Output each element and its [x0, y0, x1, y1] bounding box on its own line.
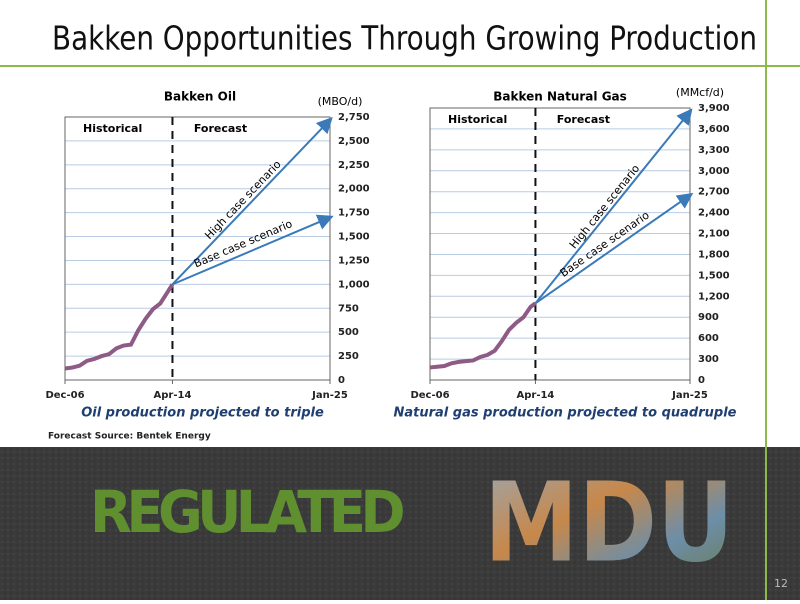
y-tick-label: 1,200 [698, 291, 730, 302]
plot-frame [64, 116, 331, 381]
y-tick-label: 1,500 [338, 232, 370, 243]
plot-frame [429, 107, 691, 381]
y-tick-label: 3,300 [698, 145, 730, 156]
caption: Natural gas production projected to quad… [394, 406, 737, 421]
y-tick-label: 2,750 [338, 112, 370, 123]
y-tick-label: 2,000 [338, 184, 370, 195]
y-tick-label: 3,900 [698, 103, 730, 114]
y-tick-label: 2,250 [338, 160, 370, 171]
footer-band [0, 447, 800, 600]
y-tick-label: 500 [338, 327, 359, 338]
x-tick-label: Jan-25 [671, 390, 708, 401]
y-tick-label: 2,100 [698, 229, 730, 240]
series-line [534, 108, 693, 304]
chart-title: Bakken Natural Gas [493, 90, 627, 104]
forecast-label: Forecast [194, 122, 247, 135]
y-tick-label: 1,000 [338, 279, 370, 290]
source-note: Forecast Source: Bentek Energy [48, 432, 211, 442]
page-number: 12 [774, 577, 788, 590]
banner-text: REGULATED [90, 478, 404, 546]
y-axis-label: (MMcf/d) [676, 86, 724, 99]
y-tick-label: 2,700 [698, 187, 730, 198]
y-tick-label: 1,250 [338, 255, 370, 266]
y-tick-label: 750 [338, 303, 359, 314]
series-line [429, 301, 537, 370]
y-tick-label: 900 [698, 312, 719, 323]
y-tick-label: 3,600 [698, 124, 730, 135]
series-label: Historical [448, 113, 507, 126]
series-label: Historical [83, 122, 142, 135]
forecast-label: Forecast [557, 113, 610, 126]
y-axis-label: (MBO/d) [318, 95, 363, 108]
x-tick-label: Dec-06 [410, 390, 449, 401]
x-tick-label: Apr-14 [516, 390, 554, 401]
y-tick-label: 0 [698, 375, 705, 386]
y-tick-label: 1,500 [698, 270, 730, 281]
y-tick-label: 0 [338, 375, 345, 386]
x-tick-label: Dec-06 [45, 390, 84, 401]
series-line [171, 116, 333, 286]
x-tick-label: Jan-25 [311, 390, 348, 401]
slide-title: Bakken Opportunities Through Growing Pro… [52, 19, 757, 58]
y-tick-label: 2,400 [698, 208, 730, 219]
y-tick-label: 600 [698, 333, 719, 344]
y-tick-label: 1,800 [698, 249, 730, 260]
y-tick-label: 300 [698, 354, 719, 365]
series-line [64, 283, 175, 371]
y-tick-label: 2,500 [338, 136, 370, 147]
y-tick-label: 250 [338, 351, 359, 362]
y-tick-label: 3,000 [698, 166, 730, 177]
series-line [172, 214, 334, 286]
series-line [534, 192, 694, 305]
logo: MDU [484, 458, 734, 586]
x-tick-label: Apr-14 [154, 390, 192, 401]
y-tick-label: 1,750 [338, 208, 370, 219]
chart-title: Bakken Oil [164, 90, 236, 104]
caption: Oil production projected to triple [81, 406, 324, 421]
